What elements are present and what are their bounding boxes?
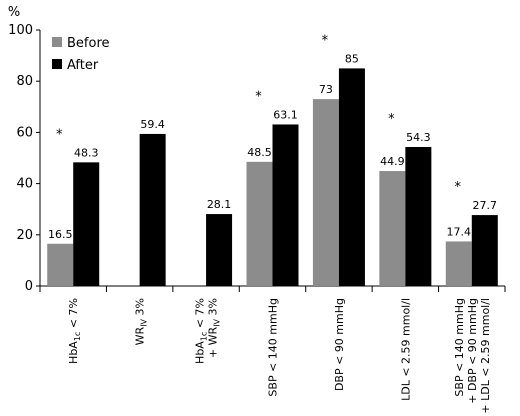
category-label-line: DBP < 90 mmHg xyxy=(333,298,346,391)
label-text: DBP < 90 mmHg xyxy=(333,298,346,391)
label-text: 3% xyxy=(207,298,220,319)
significance-marker: * xyxy=(455,180,462,195)
significance-marker: * xyxy=(56,127,63,142)
category-labels: HbA1c < 7%WRIV 3%HbA1c < 7%+ WRIV 3% SBP … xyxy=(67,298,492,414)
bar-after xyxy=(471,215,498,286)
label-text: + DBP < 90 mmHg xyxy=(466,298,479,404)
significance-marker: * xyxy=(255,89,262,104)
data-label: 63.1 xyxy=(273,108,298,121)
data-label: 59.4 xyxy=(140,118,165,131)
data-label: 73 xyxy=(319,83,333,96)
category-label: LDL < 2.59 mmol/l xyxy=(399,298,412,401)
legend-swatch-before xyxy=(52,37,62,47)
label-text: + LDL < 2.59 mmol/l xyxy=(479,298,492,414)
label-text: HbA xyxy=(67,341,80,364)
bar-after xyxy=(73,162,100,286)
bar-after xyxy=(139,133,166,286)
bar-before xyxy=(312,99,339,287)
subscript: IV xyxy=(213,318,222,326)
data-label: 16.5 xyxy=(48,228,73,241)
y-tick-label: 40 xyxy=(16,177,33,192)
y-tick-label: 60 xyxy=(16,125,33,140)
label-text: LDL < 2.59 mmol/l xyxy=(399,298,412,401)
label-text: < 7% xyxy=(194,298,207,332)
category-label-line: HbA1c < 7% xyxy=(194,298,209,364)
data-label: 85 xyxy=(345,52,359,65)
bar-after xyxy=(338,68,365,287)
data-label: 54.3 xyxy=(406,131,431,144)
subscript: 1c xyxy=(200,332,209,342)
bar-after xyxy=(405,146,432,286)
y-axis-label: % xyxy=(8,5,20,20)
category-label: SBP < 140 mmHg xyxy=(267,298,280,397)
bar-after xyxy=(272,124,299,287)
label-text: < 7% xyxy=(67,298,80,332)
subscript: IV xyxy=(140,318,149,326)
category-label-line: HbA1c < 7% xyxy=(67,298,82,364)
data-label: 28.1 xyxy=(207,198,232,211)
label-text: + WR xyxy=(207,326,220,358)
bar-before xyxy=(445,241,472,286)
category-label-line: + WRIV 3% xyxy=(207,298,222,358)
label-text: 3% xyxy=(134,298,147,319)
category-label-line: SBP < 140 mmHg xyxy=(453,298,466,397)
y-tick-label: 20 xyxy=(16,228,33,243)
label-text: SBP < 140 mmHg xyxy=(267,298,280,397)
label-text: HbA xyxy=(194,341,207,364)
data-label: 17.4 xyxy=(447,225,472,238)
y-tick-label: 80 xyxy=(16,74,33,89)
value-labels: 16.5 48.3 * 59.4 28.1 48.5 63.1 * 73 85 * 44.954.3 *… xyxy=(48,33,497,240)
legend: Before After xyxy=(52,36,110,73)
y-tick-label: 100 xyxy=(8,23,33,38)
data-label: 27.7 xyxy=(473,199,498,212)
category-label-line: + DBP < 90 mmHg xyxy=(466,298,479,404)
label-text: WR xyxy=(134,326,147,345)
legend-swatch-after xyxy=(52,59,62,69)
legend-label: After xyxy=(67,58,99,73)
axes: 0 20 40 60 80 100% xyxy=(8,5,506,294)
bar-before xyxy=(47,243,74,286)
category-label: DBP < 90 mmHg xyxy=(333,298,346,391)
significance-marker: * xyxy=(388,112,395,127)
y-tick-label: 0 xyxy=(25,279,33,294)
data-label: 48.5 xyxy=(247,146,272,159)
bar-before xyxy=(379,171,406,286)
subscript: 1c xyxy=(73,332,82,342)
bar-after xyxy=(206,214,233,286)
category-label-line: WRIV 3% xyxy=(134,298,149,345)
bar-before xyxy=(246,161,273,286)
category-label: HbA1c < 7%+ WRIV 3% xyxy=(194,298,222,364)
data-label: 44.9 xyxy=(380,155,405,168)
category-label-line: LDL < 2.59 mmol/l xyxy=(399,298,412,401)
category-label-line: SBP < 140 mmHg xyxy=(267,298,280,397)
category-label-line: + LDL < 2.59 mmol/l xyxy=(479,298,492,414)
label-text: SBP < 140 mmHg xyxy=(453,298,466,397)
data-label: 48.3 xyxy=(74,146,99,159)
category-label: HbA1c < 7% xyxy=(67,298,82,364)
significance-marker: * xyxy=(322,33,329,48)
bars xyxy=(47,68,498,287)
legend-label: Before xyxy=(67,36,110,51)
category-label: SBP < 140 mmHg + DBP < 90 mmHg + LDL < 2.5… xyxy=(453,298,492,414)
category-label: WRIV 3% xyxy=(134,298,149,345)
